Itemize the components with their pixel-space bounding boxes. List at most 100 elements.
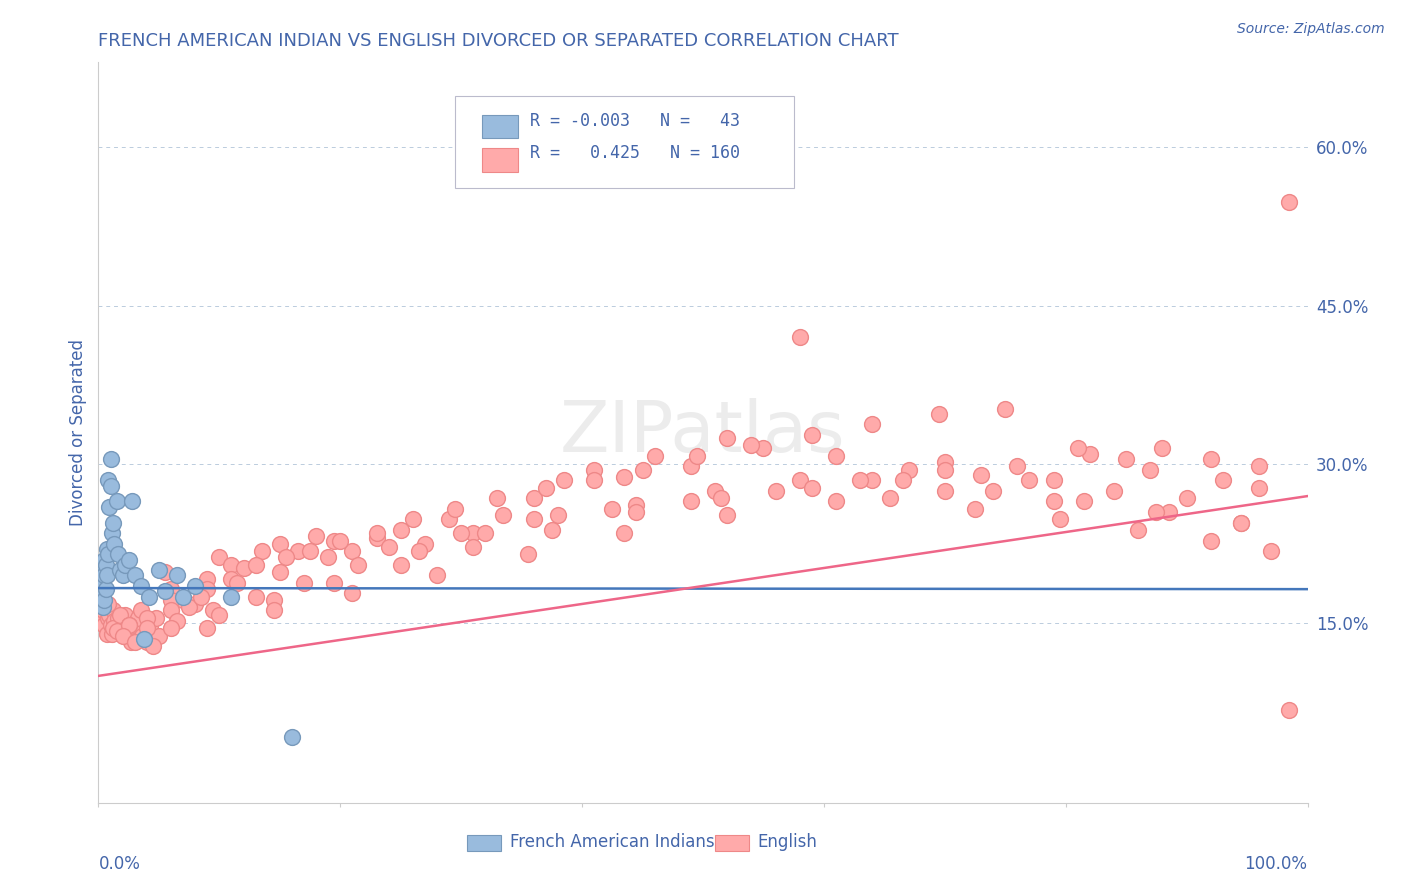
Point bbox=[825, 494, 848, 508]
Point bbox=[626, 505, 648, 519]
Point bbox=[160, 592, 183, 607]
Point bbox=[195, 582, 218, 596]
Point bbox=[626, 498, 648, 512]
Point bbox=[148, 629, 170, 643]
Point bbox=[105, 621, 128, 635]
Point bbox=[540, 523, 562, 537]
Point bbox=[91, 575, 114, 590]
Point bbox=[93, 592, 115, 607]
Point bbox=[1115, 452, 1137, 467]
Point bbox=[366, 526, 388, 541]
Point bbox=[1128, 523, 1150, 537]
Point bbox=[208, 550, 231, 565]
Point bbox=[89, 590, 111, 604]
Point bbox=[1042, 473, 1064, 487]
Point bbox=[100, 626, 122, 640]
Point bbox=[613, 526, 636, 541]
Point bbox=[486, 491, 509, 506]
Point bbox=[934, 463, 956, 477]
Point bbox=[825, 449, 848, 463]
Point bbox=[1139, 463, 1161, 477]
Point bbox=[221, 558, 243, 572]
Point bbox=[118, 624, 141, 639]
Point bbox=[402, 512, 425, 526]
Point bbox=[849, 473, 872, 487]
Point bbox=[93, 552, 115, 566]
Point bbox=[100, 478, 122, 492]
Point bbox=[195, 621, 218, 635]
Point bbox=[1018, 473, 1040, 487]
Point bbox=[269, 537, 291, 551]
Point bbox=[553, 473, 575, 487]
Point bbox=[1042, 494, 1064, 508]
Y-axis label: Divorced or Separated: Divorced or Separated bbox=[69, 339, 87, 526]
Point bbox=[135, 635, 157, 649]
Point bbox=[121, 494, 143, 508]
Point bbox=[138, 590, 160, 604]
Point bbox=[389, 558, 412, 572]
Point bbox=[1278, 703, 1301, 717]
Point bbox=[131, 629, 153, 643]
Point bbox=[981, 483, 1004, 498]
Point bbox=[274, 550, 297, 565]
Point bbox=[245, 558, 267, 572]
Point bbox=[134, 632, 156, 646]
Text: R = -0.003   N =   43: R = -0.003 N = 43 bbox=[530, 112, 740, 130]
Point bbox=[342, 586, 364, 600]
Point bbox=[208, 607, 231, 622]
Point bbox=[316, 550, 339, 565]
Point bbox=[96, 626, 118, 640]
Point bbox=[934, 483, 956, 498]
Point bbox=[160, 621, 183, 635]
FancyBboxPatch shape bbox=[482, 148, 517, 171]
Point bbox=[329, 533, 352, 548]
FancyBboxPatch shape bbox=[482, 115, 517, 138]
Point bbox=[292, 575, 315, 590]
Point bbox=[184, 597, 207, 611]
Point bbox=[523, 491, 546, 506]
Point bbox=[879, 491, 901, 506]
Point bbox=[323, 575, 346, 590]
Point bbox=[789, 473, 811, 487]
Point bbox=[101, 621, 124, 635]
Point bbox=[96, 541, 118, 556]
Point bbox=[269, 566, 291, 580]
Point bbox=[124, 635, 146, 649]
Point bbox=[108, 563, 131, 577]
Point bbox=[1249, 481, 1271, 495]
FancyBboxPatch shape bbox=[467, 835, 501, 851]
Point bbox=[534, 481, 557, 495]
Point bbox=[366, 532, 388, 546]
Point bbox=[1073, 494, 1095, 508]
Point bbox=[118, 552, 141, 566]
Point bbox=[1230, 516, 1253, 530]
Point bbox=[1102, 483, 1125, 498]
Point bbox=[583, 473, 606, 487]
Point bbox=[232, 561, 254, 575]
Point bbox=[342, 544, 364, 558]
Point bbox=[1212, 473, 1234, 487]
Text: Source: ZipAtlas.com: Source: ZipAtlas.com bbox=[1237, 22, 1385, 37]
Point bbox=[323, 533, 346, 548]
Point bbox=[93, 568, 115, 582]
Point bbox=[1078, 447, 1101, 461]
Point bbox=[1199, 533, 1222, 548]
Point bbox=[118, 618, 141, 632]
Point bbox=[287, 544, 309, 558]
Point bbox=[172, 592, 194, 607]
Text: ZIPatlas: ZIPatlas bbox=[560, 398, 846, 467]
Point bbox=[789, 330, 811, 344]
Point bbox=[710, 491, 733, 506]
Point bbox=[679, 459, 702, 474]
Point bbox=[107, 547, 129, 561]
Point bbox=[800, 481, 823, 495]
Point bbox=[613, 470, 636, 484]
Point bbox=[111, 568, 134, 582]
Point bbox=[1157, 505, 1180, 519]
Point bbox=[444, 501, 467, 516]
Point bbox=[450, 526, 472, 541]
Point bbox=[98, 607, 121, 622]
Point bbox=[142, 640, 165, 654]
Point bbox=[135, 621, 157, 635]
Point bbox=[245, 590, 267, 604]
